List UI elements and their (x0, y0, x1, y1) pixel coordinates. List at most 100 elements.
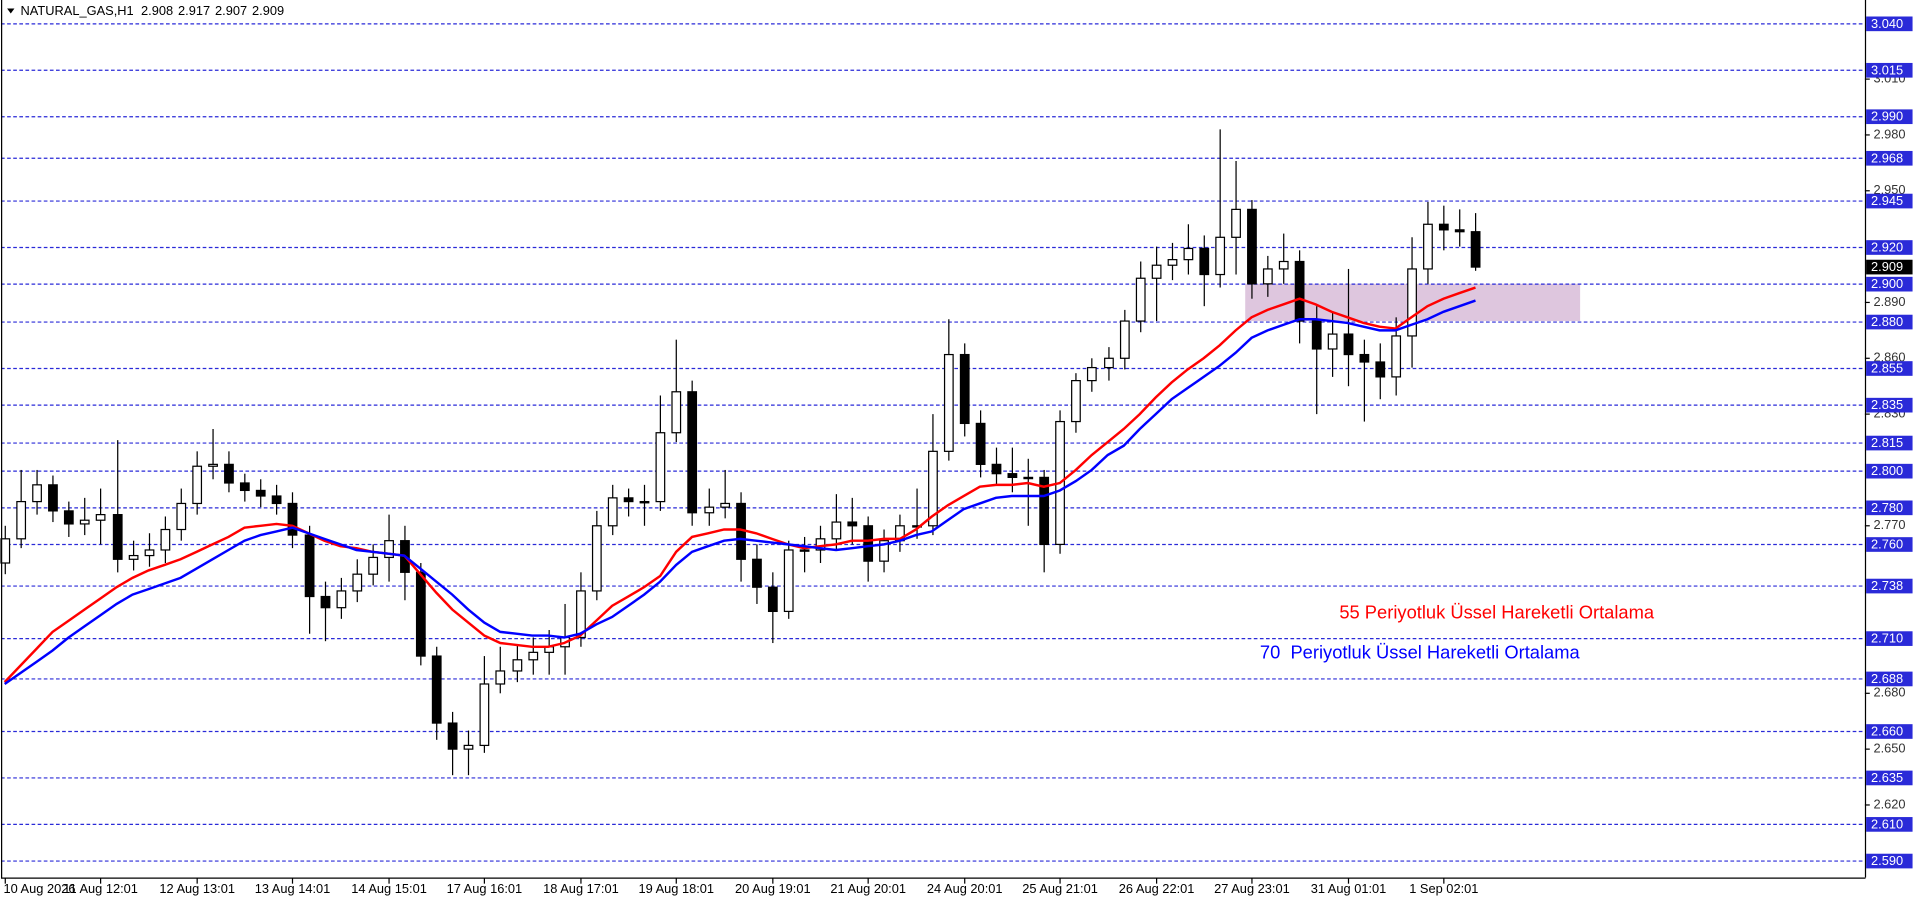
x-tick-label: 21 Aug 20:01 (830, 881, 906, 896)
candle-body (160, 528, 171, 551)
candle-body (1104, 357, 1114, 369)
level-label: 2.635 (1871, 770, 1903, 785)
candle-body (48, 484, 58, 512)
candle-body (239, 482, 250, 492)
candle-body (1039, 476, 1050, 546)
header-price: 2.908 (141, 4, 173, 19)
level-label-box (1866, 770, 1913, 786)
candle-body (144, 549, 155, 557)
y-tick-label: 2.620 (1873, 796, 1905, 811)
legend-entry: 55 Periyotluk Üssel Hareketli Ortalama (1339, 601, 1655, 622)
candle-body (1359, 353, 1370, 363)
candle-body (1086, 366, 1097, 382)
candle-body (799, 549, 810, 552)
candle-body (1278, 260, 1289, 270)
header-price: 2.917 (178, 4, 210, 19)
last-price-box (1866, 259, 1913, 275)
candle-body (431, 655, 442, 724)
ema-line (3, 299, 1476, 685)
candle-body (1438, 223, 1449, 231)
level-label: 2.945 (1871, 193, 1903, 208)
level-label: 2.688 (1871, 671, 1903, 686)
candle-body (576, 590, 586, 639)
chart-header: NATURAL_GAS,H1 2.908 2.917 2.907 2.909 (21, 4, 285, 19)
level-label-box (1866, 724, 1913, 739)
candle-body (176, 502, 187, 531)
candle-body (1167, 259, 1178, 266)
candle-body (928, 450, 938, 527)
candle-body (991, 463, 1002, 475)
level-label: 2.990 (1871, 109, 1903, 124)
candle-body (1151, 264, 1162, 279)
level-label: 3.015 (1871, 62, 1903, 77)
menu-triangle (7, 8, 15, 14)
x-tick-label: 13 Aug 14:01 (255, 881, 331, 896)
level-label: 2.968 (1871, 150, 1903, 165)
candle-body (1119, 320, 1130, 359)
level-label-box (1866, 240, 1913, 255)
y-tick-label: 2.770 (1873, 517, 1905, 532)
candle-body (287, 502, 298, 536)
x-tick-label: 12 Aug 13:01 (159, 881, 235, 896)
candle-body (463, 744, 474, 750)
level-label: 2.780 (1871, 500, 1903, 515)
y-tick-label: 2.980 (1873, 126, 1905, 141)
level-label: 3.040 (1871, 16, 1903, 31)
level-label-box (1866, 817, 1913, 832)
level-label: 2.760 (1871, 537, 1903, 552)
candle-body (1231, 208, 1241, 238)
level-label-box (1866, 435, 1913, 451)
x-tick-label: 26 Aug 22:01 (1119, 881, 1195, 896)
level-label: 2.855 (1871, 361, 1903, 376)
candle-body (1215, 236, 1226, 276)
candle-body (1023, 476, 1034, 480)
candle-body (591, 525, 602, 592)
level-label-box (1866, 397, 1913, 413)
level-label: 2.880 (1871, 314, 1903, 329)
candle-body (479, 683, 490, 747)
candle-body (959, 353, 970, 425)
x-tick-label: 14 Aug 15:01 (351, 881, 427, 896)
candle-body (63, 510, 74, 525)
candle-body (1071, 380, 1081, 423)
candle-body (304, 534, 315, 598)
candle-body (639, 500, 650, 504)
x-tick-label: 25 Aug 21:01 (1022, 881, 1098, 896)
candle-body (495, 670, 506, 685)
level-label: 2.920 (1871, 240, 1903, 255)
candle-body (192, 465, 203, 505)
candle-body (336, 590, 347, 609)
x-tick-label: 31 Aug 01:01 (1311, 881, 1387, 896)
candle-body (271, 495, 282, 505)
candle-body (1343, 333, 1354, 356)
level-label: 2.710 (1871, 631, 1903, 646)
candle-body (320, 595, 331, 609)
candle-body (943, 353, 954, 452)
candle-body (607, 497, 618, 527)
candle-body (879, 540, 889, 562)
candle-body (255, 489, 266, 497)
level-label-box (1866, 16, 1913, 32)
x-tick-label: 17 Aug 16:01 (447, 881, 523, 896)
candle-body (32, 484, 42, 503)
level-label: 2.835 (1871, 397, 1903, 412)
candle-body (16, 500, 27, 540)
candle-body (831, 521, 842, 540)
candle-body (384, 540, 394, 559)
last-price-label: 2.909 (1871, 259, 1903, 274)
header-price: 2.907 (215, 4, 247, 19)
level-label-box (1866, 361, 1913, 376)
candle-body (1327, 333, 1338, 350)
candle-body (224, 463, 234, 484)
candle-body (415, 571, 426, 657)
ema-line (3, 286, 1476, 683)
x-tick-label: 27 Aug 23:01 (1214, 881, 1290, 896)
level-label: 2.738 (1871, 578, 1903, 593)
plot-area (0, 23, 1865, 862)
candle-body (1454, 229, 1465, 233)
symbol: NATURAL_GAS,H1 (21, 4, 134, 19)
candle-body (95, 514, 106, 521)
candle-body (815, 538, 826, 551)
